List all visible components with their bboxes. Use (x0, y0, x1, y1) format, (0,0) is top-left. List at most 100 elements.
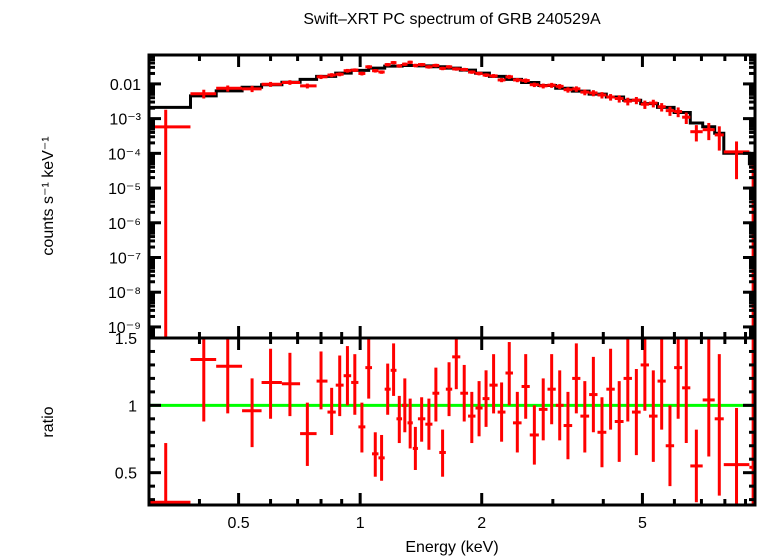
data-point (723, 141, 750, 180)
data-point (665, 106, 675, 116)
ratio-point (316, 351, 328, 410)
ratio-point (497, 382, 506, 442)
data-point (572, 86, 581, 92)
ratio-point (445, 362, 453, 417)
ratio-point (538, 378, 548, 441)
y-tick-label: 1 (128, 398, 137, 415)
ratio-point (648, 370, 658, 462)
ratio-point (425, 398, 433, 450)
ratio-point (468, 391, 476, 444)
ratio-point (665, 405, 675, 487)
data-point (365, 65, 373, 69)
ratio-point (597, 397, 607, 468)
data-point (521, 78, 530, 83)
spectrum-frame (147, 53, 757, 340)
data-point (606, 94, 615, 101)
data-point (452, 67, 461, 71)
x-tick-label: 0.5 (227, 515, 249, 532)
ratio-point (547, 354, 556, 425)
model-curve (149, 64, 755, 166)
spectrum-x-ticks (197, 55, 748, 338)
ratio-point (723, 408, 750, 505)
ratio-point (555, 370, 564, 441)
data-point (216, 85, 243, 92)
ratio-point (351, 354, 359, 415)
ratio-point (640, 338, 649, 411)
data-point (149, 109, 191, 338)
y-tick-label: 1.5 (115, 331, 137, 348)
ratio-point (327, 387, 336, 435)
ratio-point (452, 338, 461, 390)
ratio-point (384, 363, 391, 415)
ratio-point (407, 398, 413, 449)
data-point (402, 62, 408, 66)
data-point (384, 63, 391, 67)
data-point (597, 92, 607, 99)
ratio-point (432, 367, 440, 422)
ratio-point (390, 343, 397, 396)
x-tick-label: 2 (477, 515, 486, 532)
x-tick-label: 1 (356, 515, 365, 532)
ratio-point (674, 338, 683, 419)
ratio-point (149, 443, 191, 505)
data-point (390, 61, 397, 65)
data-point (445, 65, 453, 69)
x-axis-label: Energy (keV) (405, 539, 498, 556)
ratio-point (614, 381, 624, 462)
ratio-point (702, 338, 715, 457)
ratio-point (475, 381, 483, 437)
data-point (432, 63, 440, 68)
data-point (529, 82, 539, 88)
ratio-point (190, 338, 217, 422)
data-point (343, 68, 352, 73)
data-point (327, 73, 336, 78)
data-point (555, 84, 564, 90)
ratio-point (512, 391, 522, 453)
data-point (690, 125, 703, 142)
ratio-point (563, 391, 573, 460)
y-tick-label: 10⁻⁸ (108, 285, 141, 302)
data-point (358, 71, 366, 76)
ratio-point (216, 338, 243, 414)
y-tick-label: 10⁻⁴ (108, 146, 141, 163)
ratio-point (439, 429, 446, 477)
ratio-point (572, 343, 581, 414)
ratio-point (657, 338, 666, 430)
data-point (335, 72, 344, 77)
ratio-frame (147, 336, 757, 507)
data-point (505, 74, 513, 80)
ratio-y-axis-label: ratio (40, 406, 57, 437)
data-point (547, 82, 556, 88)
chart-title: Swift–XRT PC spectrum of GRB 240529A (303, 11, 601, 28)
data-point (475, 71, 483, 76)
ratio-point (460, 364, 469, 422)
ratio-point (378, 434, 385, 481)
data-point (631, 96, 641, 105)
ratio-point (396, 395, 403, 444)
ratio-point (417, 397, 426, 442)
y-tick-label: 10⁻³ (109, 112, 141, 129)
ratio-point (529, 405, 539, 465)
data-point (460, 67, 469, 72)
ratio-point (623, 338, 632, 422)
data-point (316, 74, 328, 80)
y-tick-label: 0.5 (115, 466, 137, 483)
data-point (489, 74, 498, 78)
data-point (425, 65, 433, 69)
model-step-line (149, 64, 755, 166)
ratio-point (682, 338, 691, 444)
spectrum-data-points (149, 60, 755, 338)
data-point (640, 100, 649, 109)
data-point (281, 80, 301, 85)
y-tick-label: 10⁻⁶ (108, 216, 141, 233)
ratio-point (482, 370, 490, 427)
data-point (190, 89, 217, 99)
data-point (702, 122, 715, 141)
ratio-point (690, 429, 703, 503)
data-point (589, 90, 598, 97)
data-point (657, 103, 666, 112)
ratio-point (631, 368, 641, 456)
data-point (372, 69, 379, 73)
data-point (512, 77, 522, 83)
